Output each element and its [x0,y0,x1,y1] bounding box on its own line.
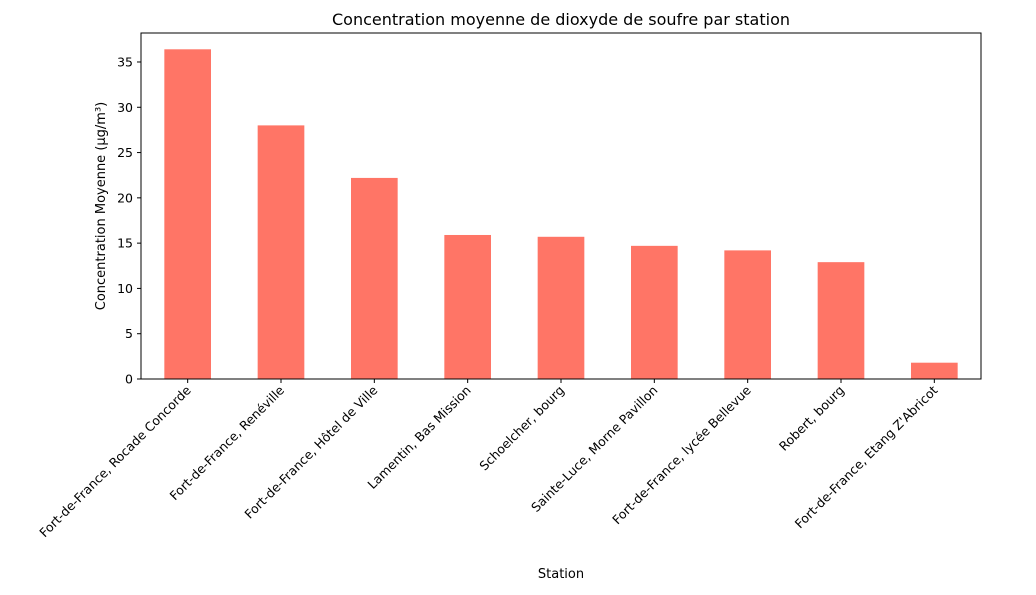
bar-4 [537,236,585,379]
y-axis-title: Concentration Moyenne (µg/m³) [94,102,109,311]
y-axis: 0 5 10 15 20 25 30 35 [117,54,141,387]
x-tick-label-4: Schoelcher, bourg [476,383,567,474]
bar-5 [631,245,678,379]
bar-3 [444,234,491,379]
y-tick-label-1: 5 [125,326,133,341]
bar-7 [817,262,865,379]
y-tick-label-4: 20 [117,190,133,205]
y-tick-label-0: 0 [125,372,133,387]
bars-group [164,49,958,380]
bar-0 [164,49,211,380]
y-tick-label-7: 35 [117,54,133,69]
bar-6 [724,250,771,379]
y-tick-label-6: 30 [117,100,133,115]
x-tick-label-7: Robert, bourg [776,383,847,454]
x-tick-label-3: Lamentin, Bas Mission [364,383,473,492]
x-axis-title: Station [538,567,584,582]
bar-8 [911,362,958,379]
x-tick-label-0: Fort-de-France, Rocade Concorde [36,382,194,540]
bar-2 [351,177,398,379]
x-axis: Fort-de-France, Rocade ConcordeFort-de-F… [36,379,941,540]
chart-title: Concentration moyenne de dioxyde de souf… [332,10,790,29]
y-tick-label-2: 10 [117,281,133,296]
bar-1 [257,125,305,379]
y-tick-label-5: 25 [117,145,133,160]
y-tick-label-3: 15 [117,236,133,251]
